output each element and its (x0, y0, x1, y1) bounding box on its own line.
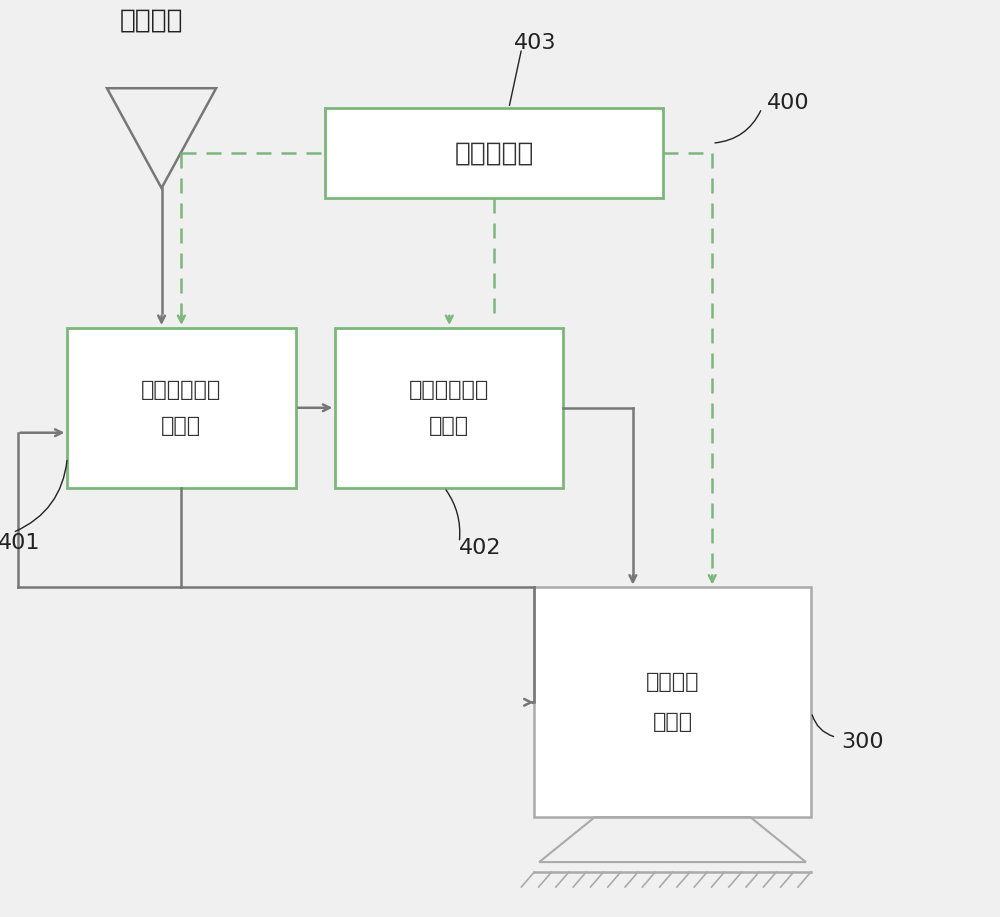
Text: 402: 402 (459, 537, 502, 558)
Text: 涂布浆料: 涂布浆料 (120, 7, 183, 33)
Bar (67, 328, 296, 488)
Text: 挤压器: 挤压器 (652, 713, 693, 733)
Text: 控制器: 控制器 (429, 415, 469, 436)
Bar (335, 328, 563, 488)
Text: 温度（粘度）: 温度（粘度） (141, 380, 222, 400)
Bar (534, 588, 811, 817)
Text: 可控条缝: 可控条缝 (646, 672, 699, 692)
Text: 400: 400 (767, 94, 809, 113)
Bar (325, 108, 663, 198)
Text: 流量（压力）: 流量（压力） (409, 380, 489, 400)
Text: 控制器: 控制器 (161, 415, 201, 436)
Text: 300: 300 (841, 733, 884, 752)
Text: 中央控制器: 中央控制器 (454, 140, 534, 166)
Text: 401: 401 (0, 533, 40, 553)
Text: 403: 403 (514, 33, 556, 53)
